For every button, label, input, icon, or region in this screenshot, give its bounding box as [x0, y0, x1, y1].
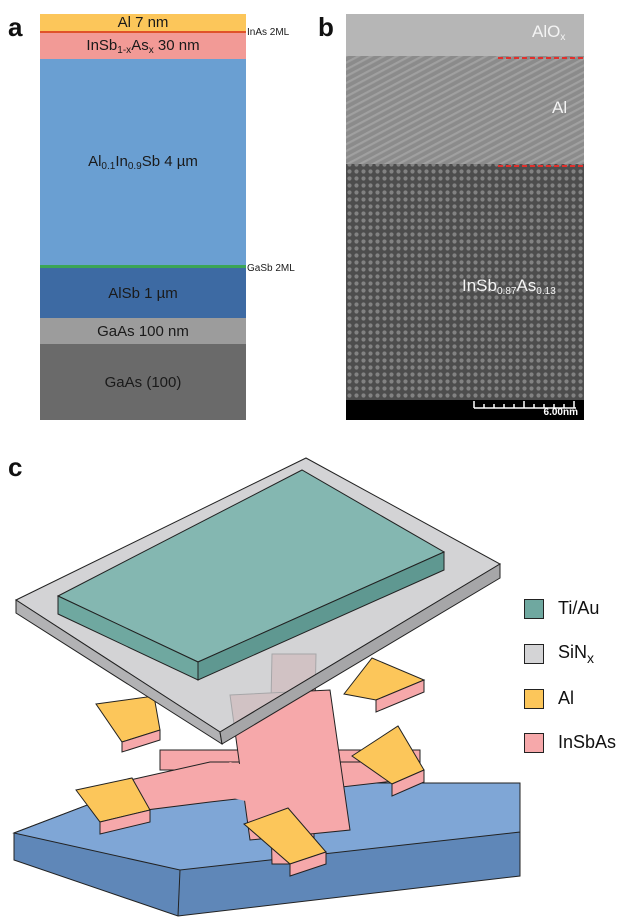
- panel-label-a: a: [8, 12, 23, 42]
- tem-image: AlOx Al InSb0.87As0.13 6.00nm: [346, 14, 584, 420]
- legend-swatch-tiau: [524, 598, 544, 619]
- inas-2ml-label: InAs 2ML: [247, 27, 290, 38]
- legend-item-sinx: SiNx: [524, 642, 594, 666]
- layer-al: Al 7 nm: [40, 14, 246, 31]
- legend-swatch-sinx: [524, 644, 544, 664]
- tem-alox-label: AlOx: [532, 22, 566, 43]
- layer-gaas-buffer: GaAs 100 nm: [40, 318, 246, 344]
- tem-al-label: Al: [552, 98, 568, 117]
- tiau-layer: [56, 469, 446, 681]
- legend-item-al: Al: [524, 688, 574, 709]
- legend-label-tiau: Ti/Au: [558, 598, 600, 618]
- layer-gaas-buffer-label: GaAs 100 nm: [97, 322, 189, 340]
- legend-swatch-insbas: [524, 732, 544, 753]
- layer-gasb: [40, 265, 246, 268]
- layer-alinsb-label: Al0.1In0.9Sb 4 µm: [88, 152, 198, 172]
- tem-insbas-label: InSb0.87As0.13: [462, 276, 556, 297]
- gasb-2ml-label: GaSb 2ML: [247, 263, 295, 274]
- panel-label-b: b: [318, 12, 334, 42]
- tem-micrograph: [346, 14, 584, 420]
- legend-item-insbas: InSbAs: [524, 732, 616, 753]
- legend-swatch-al: [524, 688, 544, 709]
- device-schematic: [12, 457, 521, 917]
- layer-al-label: Al 7 nm: [117, 14, 169, 31]
- layer-alsb-label: AlSb 1 µm: [108, 284, 178, 302]
- layer-alsb: AlSb 1 µm: [40, 268, 246, 318]
- layer-insbas: InSb1-xAsx 30 nm: [40, 33, 246, 59]
- scale-bar: [473, 401, 576, 409]
- al-pad-top-right: [343, 657, 426, 713]
- layer-alinsb: Al0.1In0.9Sb 4 µm: [40, 59, 246, 265]
- al-pad-right-middle: [351, 725, 425, 797]
- insbas-cross: [129, 653, 421, 865]
- layer-gaas-substrate: GaAs (100): [40, 344, 246, 420]
- legend-item-tiau: Ti/Au: [524, 598, 599, 619]
- panel-label-c: c: [8, 452, 23, 482]
- al-pad-bottom-left: [75, 777, 151, 835]
- tem-scale-label: 6.00nm: [543, 407, 578, 418]
- layer-gaas-substrate-label: GaAs (100): [104, 373, 182, 391]
- legend-label-al: Al: [558, 688, 575, 708]
- legend-label-insbas: InSbAs: [558, 732, 617, 752]
- al-pad-top-left: [95, 695, 161, 753]
- layer-inas: [40, 31, 246, 33]
- layer-insbas-label: InSb1-xAsx 30 nm: [86, 36, 200, 56]
- layer-stack: Al 7 nm InSb1-xAsx 30 nm Al0.1In0.9Sb 4 …: [40, 14, 246, 420]
- legend-label-sinx: SiNx: [558, 642, 595, 666]
- al-pad-bottom-center: [243, 807, 327, 877]
